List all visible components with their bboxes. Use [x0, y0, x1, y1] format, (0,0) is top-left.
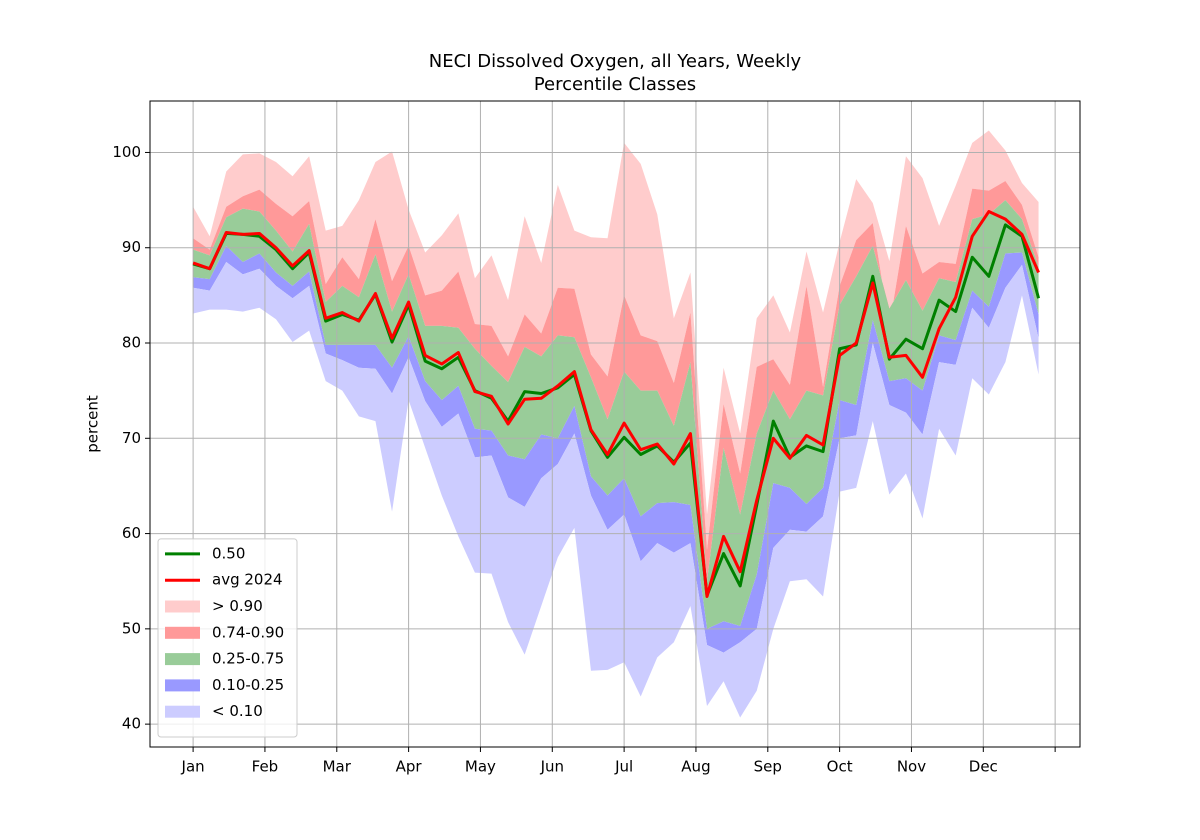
legend-label: avg 2024: [212, 571, 283, 589]
y-tick-label: 40: [122, 715, 141, 733]
legend-label: 0.10-0.25: [212, 676, 284, 694]
x-tick-label: Jan: [181, 758, 205, 776]
y-axis-label: percent: [84, 395, 102, 453]
legend-swatch: [165, 705, 200, 718]
series-line: [192, 210, 1040, 598]
x-tick-label: Mar: [323, 758, 352, 776]
plot-frame: [149, 100, 1081, 748]
percentile-band: [193, 130, 1039, 550]
x-tick-label: Aug: [681, 758, 710, 776]
x-tick-label: Jun: [540, 758, 564, 776]
percentile-band: [193, 181, 1039, 582]
y-tick-label: 90: [122, 238, 141, 256]
legend-label: < 0.10: [212, 702, 263, 720]
legend-label: 0.74-0.90: [212, 623, 284, 641]
chart-subtitle: Percentile Classes: [534, 74, 696, 95]
y-tick-label: 50: [122, 619, 141, 637]
y-tick-label: 80: [122, 334, 141, 352]
x-tick-label: Dec: [969, 758, 998, 776]
percentile-band: [193, 200, 1039, 629]
series-line: [192, 223, 1041, 598]
x-tick-label: Apr: [396, 758, 423, 776]
legend: 0.50 avg 2024 > 0.90 0.74-0.90 0.25-0.75 0.10…: [157, 538, 298, 738]
percentile-band: [193, 245, 1039, 653]
x-tick-label: May: [465, 758, 496, 776]
legend-label: 0.50: [212, 544, 245, 562]
legend-swatch: [165, 626, 200, 639]
legend-label: > 0.90: [212, 597, 263, 615]
legend-swatch: [165, 600, 200, 613]
x-tick-label: Feb: [252, 758, 279, 776]
legend-label: 0.25-0.75: [212, 650, 284, 668]
legend-swatch: [165, 653, 200, 666]
y-tick-label: 60: [122, 524, 141, 542]
percentile-band: [193, 262, 1039, 718]
x-tick-label: Oct: [827, 758, 853, 776]
x-tick-label: Nov: [897, 758, 926, 776]
y-tick-label: 70: [122, 429, 141, 447]
x-tick-label: Sep: [754, 758, 782, 776]
legend-swatch: [165, 679, 200, 692]
y-tick-label: 100: [112, 143, 141, 161]
x-tick-label: Jul: [614, 758, 633, 776]
chart-title: NECI Dissolved Oxygen, all Years, Weekly: [429, 51, 802, 72]
